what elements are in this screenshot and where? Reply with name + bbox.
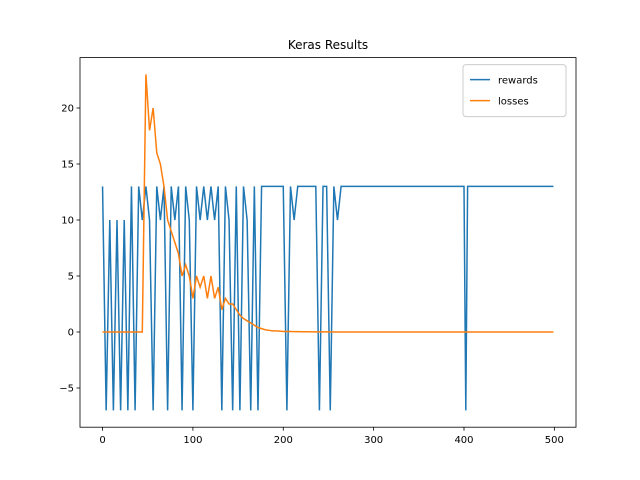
x-tick-label: 0 <box>99 435 105 446</box>
y-tick-label: 5 <box>68 272 74 283</box>
data-line <box>101 185 554 411</box>
y-tick-label: 0 <box>68 328 74 339</box>
legend-label: losses <box>498 97 529 108</box>
y-tick-label: 10 <box>61 216 74 227</box>
x-tick-label: 200 <box>274 435 293 446</box>
legend-label: rewards <box>498 76 538 87</box>
legend-box <box>462 64 567 118</box>
data-line <box>102 74 554 333</box>
x-tick-label: 300 <box>364 435 383 446</box>
plot-frame <box>79 57 577 428</box>
y-tick-label: 20 <box>61 104 74 115</box>
y-tick-label: −5 <box>59 384 74 395</box>
x-tick-label: 100 <box>183 435 202 446</box>
x-tick-label: 400 <box>454 435 473 446</box>
y-tick-label: 15 <box>61 160 74 171</box>
chart-title: Keras Results <box>288 38 368 52</box>
x-tick-label: 500 <box>545 435 564 446</box>
